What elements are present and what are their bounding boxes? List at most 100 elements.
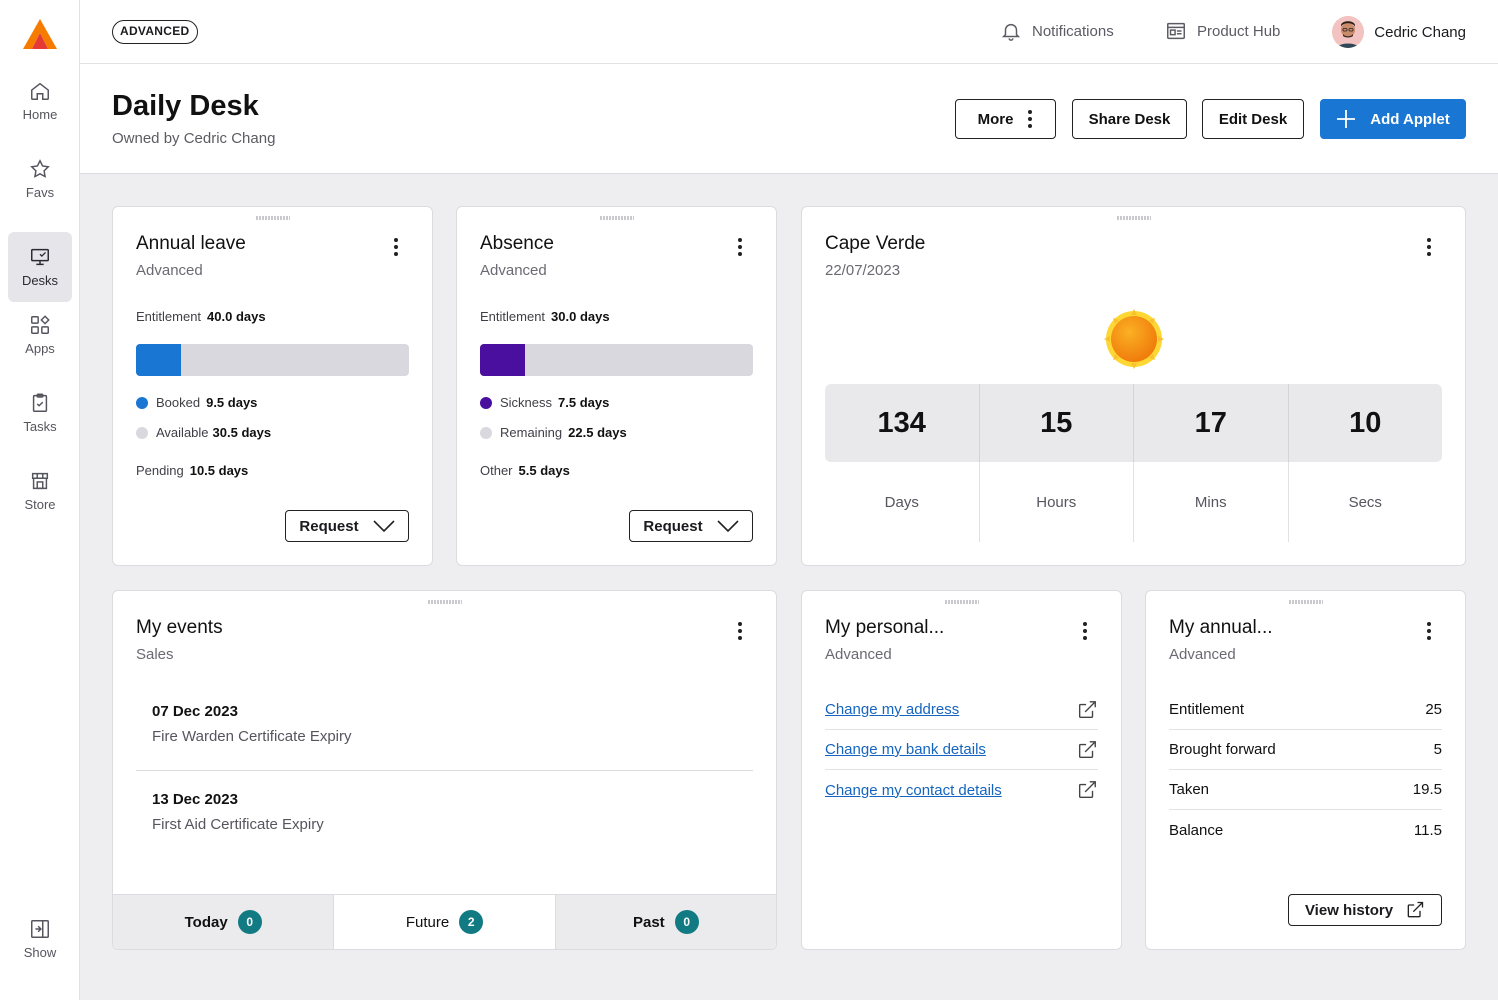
list-item[interactable]: 13 Dec 2023 First Aid Certificate Expiry: [136, 791, 753, 851]
brand-logo[interactable]: [22, 18, 58, 50]
row-label: Entitlement: [1169, 701, 1245, 718]
row-label: Balance: [1169, 821, 1224, 839]
request-button[interactable]: Request: [629, 510, 753, 542]
clipboard-check-icon: [32, 393, 48, 412]
card-menu-button[interactable]: [730, 621, 750, 641]
my-annual-card: My annual... Advanced Entitlement 25 Bro…: [1145, 590, 1466, 950]
add-applet-label: Add Applet: [1370, 110, 1450, 128]
pending-value: 10.5 days: [189, 463, 249, 478]
sickness-fill: [480, 344, 526, 376]
share-desk-button[interactable]: Share Desk: [1072, 99, 1187, 139]
card-menu-button[interactable]: [730, 237, 750, 257]
hours-value: 15: [980, 384, 1134, 462]
mins-label: Mins: [1134, 462, 1289, 542]
card-menu-button[interactable]: [386, 237, 406, 257]
change-address-link[interactable]: Change my address: [825, 701, 960, 718]
product-hub-label: Product Hub: [1197, 22, 1281, 40]
sickness-dot: [480, 396, 492, 409]
mins-value: 17: [1134, 384, 1289, 462]
card-title: Annual leave: [136, 233, 246, 254]
more-label: More: [977, 110, 1014, 128]
sidebar-item-store[interactable]: Store: [8, 456, 72, 526]
remaining-label: Remaining: [500, 425, 563, 440]
notifications-button[interactable]: Notifications: [1000, 20, 1114, 42]
notifications-label: Notifications: [1032, 22, 1114, 40]
secs-value: 10: [1349, 406, 1382, 439]
absence-progress-bar: [480, 344, 753, 376]
hours-label: Hours: [980, 462, 1134, 542]
sidebar-item-label: Store: [24, 497, 56, 512]
more-button[interactable]: More: [955, 99, 1056, 139]
page-header: Daily Desk Owned by Cedric Chang More Sh…: [80, 64, 1498, 174]
table-row: Taken 19.5: [1169, 770, 1442, 810]
edit-desk-button[interactable]: Edit Desk: [1202, 99, 1304, 139]
other-row: Other 5.5 days: [480, 463, 570, 478]
countdown-values: 134 15 17 10: [825, 384, 1442, 462]
external-link-icon[interactable]: [1076, 699, 1098, 721]
list-item: Change my bank details: [825, 730, 1098, 770]
list-item[interactable]: 07 Dec 2023 Fire Warden Certificate Expi…: [136, 703, 753, 771]
user-menu[interactable]: Cedric Chang: [1332, 16, 1466, 48]
chevron-down-icon: [717, 520, 739, 533]
drag-handle[interactable]: [1288, 600, 1323, 604]
absence-card: Absence Advanced Entitlement 30.0 days S…: [456, 206, 777, 566]
secs-label: Secs: [1348, 493, 1382, 511]
external-link-icon[interactable]: [1076, 739, 1098, 761]
sidebar-item-apps[interactable]: Apps: [8, 300, 72, 370]
drag-handle[interactable]: [1116, 216, 1151, 220]
request-button[interactable]: Request: [285, 510, 409, 542]
change-bank-details-link[interactable]: Change my bank details: [825, 741, 986, 758]
view-history-label: View history: [1304, 901, 1394, 919]
remaining-value: 22.5 days: [568, 425, 627, 440]
event-name: Fire Warden Certificate Expiry: [152, 728, 352, 745]
card-menu-button[interactable]: [1075, 621, 1095, 641]
my-events-card: My events Sales 07 Dec 2023 Fire Warden …: [112, 590, 777, 950]
card-title: My personal...: [825, 617, 945, 638]
plus-icon: [1337, 110, 1356, 128]
add-applet-button[interactable]: Add Applet: [1320, 99, 1466, 139]
tab-future[interactable]: Future 2: [334, 895, 555, 949]
card-subtitle: Advanced: [825, 646, 892, 663]
tab-past[interactable]: Past 0: [554, 895, 776, 949]
sidebar-item-label: Tasks: [23, 419, 57, 434]
user-name: Cedric Chang: [1374, 23, 1466, 41]
drag-handle[interactable]: [427, 600, 462, 604]
request-label: Request: [643, 517, 703, 535]
card-title: Absence: [480, 233, 554, 254]
row-value: 25: [1425, 701, 1442, 718]
countdown-card: Cape Verde 22/07/2023 134 15 17 10 Days …: [801, 206, 1466, 566]
pending-label: Pending: [136, 463, 184, 478]
row-label: Taken: [1169, 781, 1210, 798]
available-row: Available 30.5 days: [136, 425, 271, 440]
tab-today[interactable]: Today 0: [113, 895, 335, 949]
sun-icon: [1104, 309, 1164, 369]
available-label: Available: [156, 425, 209, 440]
sidebar-item-tasks[interactable]: Tasks: [8, 378, 72, 448]
card-menu-button[interactable]: [1419, 621, 1439, 641]
sidebar-item-label: Apps: [25, 341, 55, 356]
view-history-button[interactable]: View history: [1288, 894, 1442, 926]
sickness-value: 7.5 days: [558, 395, 610, 410]
drag-handle[interactable]: [599, 216, 634, 220]
my-personal-card: My personal... Advanced Change my addres…: [801, 590, 1122, 950]
change-contact-details-link[interactable]: Change my contact details: [825, 781, 1002, 799]
product-hub-button[interactable]: Product Hub: [1165, 20, 1280, 42]
drag-handle[interactable]: [255, 216, 290, 220]
home-icon: [31, 82, 49, 100]
card-menu-button[interactable]: [1419, 237, 1439, 257]
desk-icon: [31, 248, 49, 266]
card-title: My annual...: [1169, 617, 1273, 638]
sidebar-item-favs[interactable]: Favs: [8, 144, 72, 214]
external-link-icon[interactable]: [1076, 779, 1098, 801]
sidebar-item-desks[interactable]: Desks: [8, 232, 72, 302]
booked-label: Booked: [156, 395, 201, 410]
count-badge: 0: [674, 910, 699, 934]
newspaper-icon: [1167, 22, 1185, 40]
page-subtitle: Owned by Cedric Chang: [112, 130, 276, 147]
avatar-image: [1332, 16, 1365, 48]
show-sidebar-button[interactable]: Show: [8, 904, 72, 974]
avatar: [1332, 16, 1365, 48]
drag-handle[interactable]: [944, 600, 979, 604]
remaining-row: Remaining 22.5 days: [480, 425, 627, 440]
sidebar-item-home[interactable]: Home: [8, 66, 72, 136]
